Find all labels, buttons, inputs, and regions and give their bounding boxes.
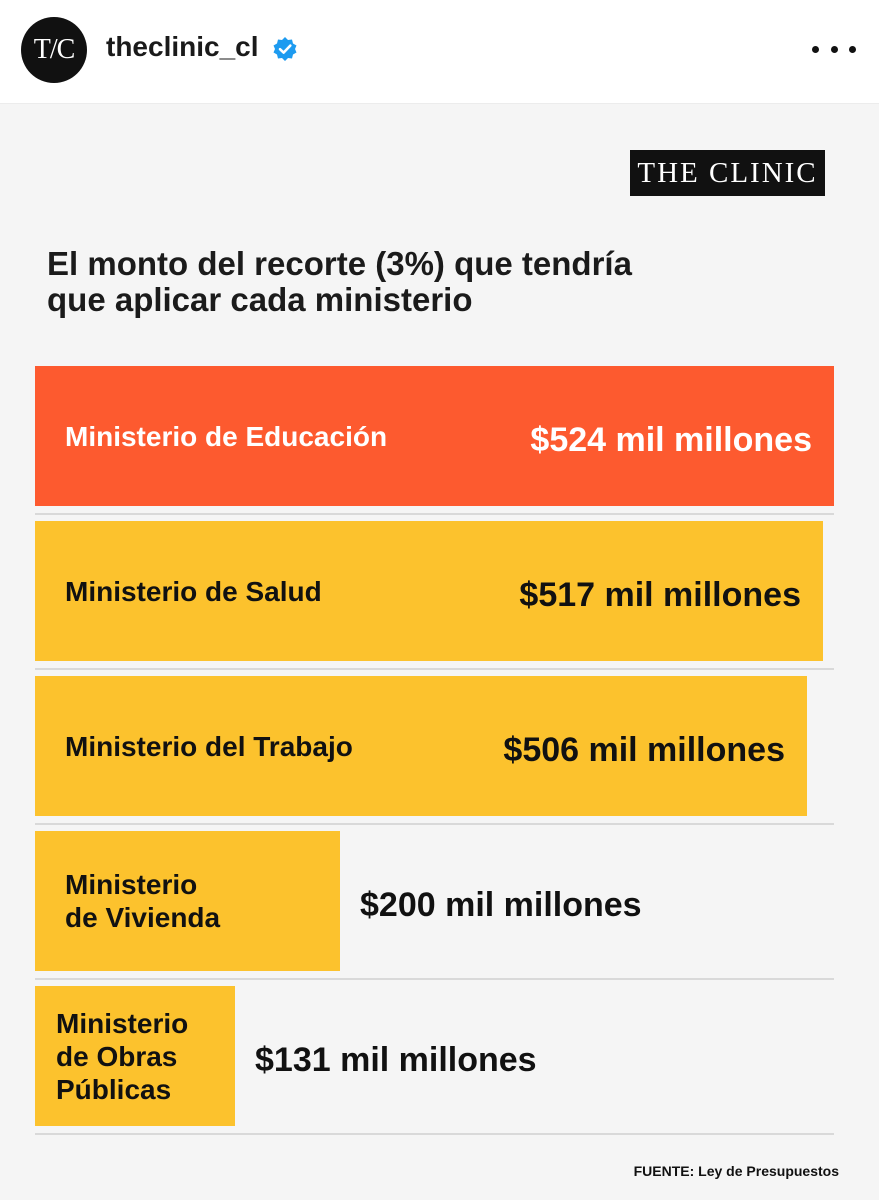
bar-value-label: $524 mil millones (530, 421, 812, 459)
row-divider (35, 668, 834, 670)
avatar[interactable]: T/C (21, 17, 87, 83)
dot (830, 45, 838, 53)
the-clinic-logo: THE CLINIC (630, 150, 825, 196)
bar (35, 676, 807, 816)
bar-row: Ministerio de Educación $524 mil millones (35, 366, 834, 516)
row-divider (35, 513, 834, 515)
dot (849, 45, 856, 53)
bar-value-label: $517 mil millones (519, 576, 801, 614)
bar (35, 831, 340, 971)
bar-category-label: Ministerio de Obras Públicas (56, 1007, 188, 1106)
bar-category-label: Ministerio de Vivienda (65, 868, 220, 934)
bar-category-label-line: de Obras (56, 1040, 178, 1072)
bar-category-label-line: Ministerio del Trabajo (65, 730, 353, 762)
bar-row: Ministerio de Salud $517 mil millones (35, 521, 834, 671)
dot (812, 45, 819, 53)
bar-category-label-line: Ministerio de Educación (65, 420, 388, 452)
post-header: T/C theclinic_cl (0, 0, 879, 104)
chart-title: El monto del recorte (3%) que tendría qu… (47, 246, 747, 318)
bar (35, 366, 834, 506)
bar-value-label: $200 mil millones (360, 886, 642, 924)
bar (35, 986, 235, 1126)
row-divider (35, 823, 834, 825)
bar-value-label: $506 mil millones (503, 731, 785, 769)
source-note: FUENTE: Ley de Presupuestos (633, 1163, 839, 1179)
bar-category-label: Ministerio del Trabajo (65, 730, 353, 763)
bar-category-label: Ministerio de Salud (65, 575, 322, 608)
bar-row: Ministerio de Vivienda $200 mil millones (35, 831, 834, 981)
bar-row: Ministerio del Trabajo $506 mil millones (35, 676, 834, 826)
row-divider (35, 1133, 834, 1135)
bar-category-label-line: Públicas (56, 1073, 172, 1105)
bar-category-label-line: Ministerio de Salud (65, 575, 322, 607)
bar-category-label-line: Ministerio (65, 869, 198, 900)
bar-category-label-line: de Vivienda (65, 902, 221, 933)
bar-category-label: Ministerio de Educación (65, 420, 387, 453)
chart-title-line: que aplicar cada ministerio (47, 281, 473, 318)
chart-title-line: El monto del recorte (3%) que tendría (47, 245, 632, 282)
bar (35, 521, 823, 661)
bar-category-label-line: Ministerio (56, 1007, 189, 1039)
bar-value-label: $131 mil millones (255, 1041, 537, 1079)
username-link[interactable]: theclinic_cl (106, 31, 259, 62)
more-options-icon[interactable] (812, 34, 856, 64)
row-divider (35, 978, 834, 980)
bar-row: Ministerio de Obras Públicas $131 mil millo… (35, 986, 834, 1136)
verified-badge-icon (273, 37, 297, 61)
